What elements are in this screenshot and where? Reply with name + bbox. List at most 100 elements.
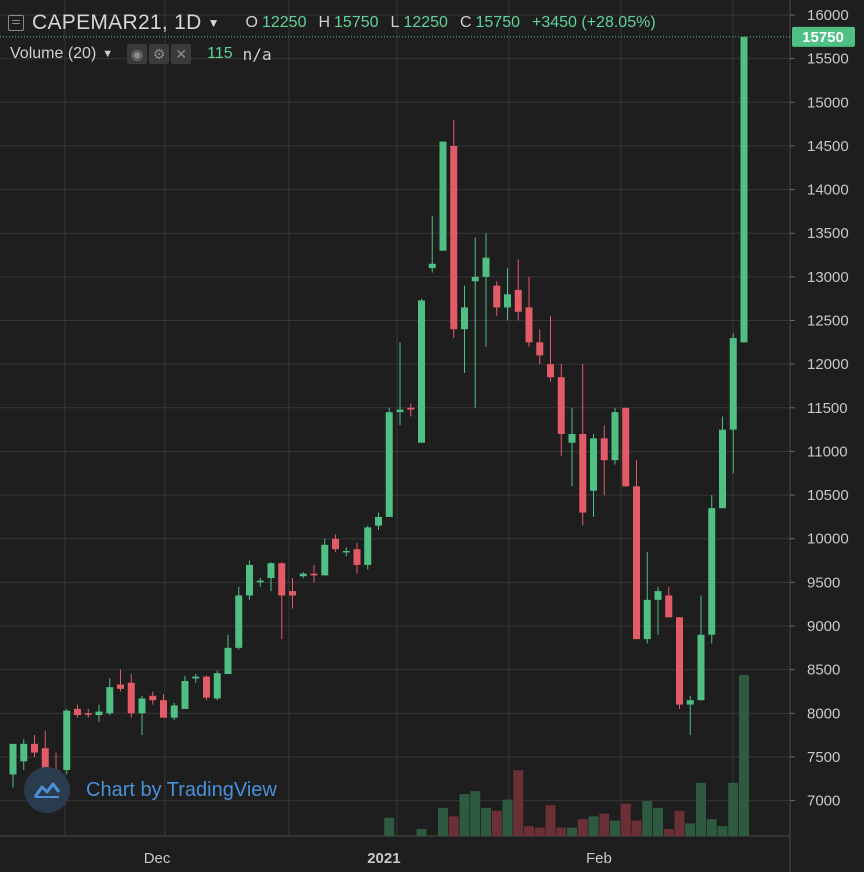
volume-bar — [696, 782, 706, 836]
volume-bar — [556, 827, 567, 836]
study-chevron-down-icon[interactable]: ▼ — [102, 48, 114, 60]
volume-bar — [491, 810, 502, 836]
symbol-title[interactable]: CAPEMAR21, 1D — [32, 11, 202, 34]
volume-bar — [502, 799, 513, 836]
candle-body — [525, 307, 533, 343]
tradingview-watermark[interactable]: Chart by TradingView — [24, 767, 277, 813]
candle-body — [342, 550, 350, 553]
candle-body — [267, 563, 275, 579]
volume-bar — [717, 826, 728, 836]
candle-body — [224, 647, 232, 675]
time-axis: Dec 2021 Feb — [144, 850, 612, 867]
price-axis: 7000 7500 8000 8500 9000 9500 10000 10500 11000 1… — [790, 7, 849, 810]
ohlc-open-value: 12250 — [261, 14, 307, 31]
y-tick-label: 11000 — [807, 443, 848, 460]
candle-body — [418, 300, 425, 443]
candle-body — [31, 743, 38, 753]
candle-body — [160, 700, 167, 718]
volume-bars — [384, 675, 749, 836]
candle-body — [213, 673, 221, 699]
candle-body — [740, 36, 748, 343]
volume-bar — [459, 794, 470, 836]
candle-body — [289, 591, 296, 596]
candle-body — [332, 538, 339, 550]
volume-bar — [524, 826, 534, 836]
volume-bar — [567, 827, 577, 836]
y-tick-label: 13000 — [807, 269, 849, 286]
y-tick-label: 14500 — [807, 138, 849, 155]
volume-bar — [631, 820, 642, 836]
volume-bar — [513, 770, 524, 836]
candle-body — [611, 412, 619, 461]
ohlc-open-key: O — [245, 14, 258, 31]
study-na: n/a — [242, 44, 272, 64]
candle-body — [450, 145, 458, 330]
y-tick-label: 9500 — [807, 574, 840, 591]
last-price-badge — [792, 26, 855, 47]
volume-bar — [416, 829, 427, 836]
candle-body — [181, 681, 189, 709]
series-menu-icon[interactable] — [8, 15, 24, 31]
y-tick-label: 12000 — [807, 356, 849, 373]
candle-body — [74, 708, 81, 716]
candle-body — [461, 307, 468, 330]
price-candles — [9, 36, 748, 788]
candle-body — [256, 580, 264, 583]
candle-body — [547, 364, 554, 378]
candle-body — [482, 257, 490, 277]
candle-body — [719, 429, 726, 509]
candle-body — [676, 617, 683, 705]
watermark-text: Chart by TradingView — [86, 778, 277, 801]
y-tick-label: 10000 — [807, 531, 849, 548]
candle-body — [41, 748, 49, 771]
candle-body — [665, 595, 673, 618]
volume-bar — [481, 808, 491, 836]
symbol-row: CAPEMAR21, 1D ▼ O 12250 H 15750 L 12250 … — [8, 11, 668, 35]
y-tick-label: 16000 — [807, 7, 849, 24]
ohlc-low-key: L — [390, 14, 400, 31]
y-tick-label: 7000 — [807, 793, 840, 810]
candle-body — [729, 337, 737, 430]
candle-body — [697, 634, 705, 701]
candle-body — [138, 698, 146, 714]
chevron-down-icon[interactable]: ▼ — [207, 16, 220, 30]
candle-body — [396, 409, 404, 413]
candle-body — [493, 285, 501, 308]
candle-body — [686, 700, 694, 705]
study-value: 115 — [207, 45, 233, 62]
candle-body — [375, 516, 382, 526]
candle-body — [568, 433, 576, 443]
eye-icon[interactable]: ◉ — [127, 44, 148, 64]
study-label[interactable]: Volume (20) — [10, 45, 97, 62]
y-tick-label: 7500 — [807, 749, 840, 766]
candle-body — [633, 486, 640, 640]
volume-bar — [448, 816, 459, 836]
volume-bar — [470, 791, 481, 836]
volume-bar — [620, 803, 631, 836]
candle-body — [622, 407, 630, 487]
y-tick-label: 14000 — [807, 182, 849, 199]
candle-body — [203, 676, 210, 698]
y-tick-label: 15000 — [807, 94, 849, 111]
x-tick-label: 2021 — [367, 850, 400, 867]
y-tick-label: 12500 — [807, 313, 849, 330]
ohlc-low-value: 12250 — [403, 14, 448, 31]
volume-bar — [642, 801, 653, 836]
candle-body — [170, 705, 178, 718]
close-icon[interactable]: ✕ — [171, 44, 192, 64]
candle-body — [192, 676, 200, 679]
volume-bar — [438, 808, 448, 836]
chart-header: CAPEMAR21, 1D ▼ O 12250 H 15750 L 12250 … — [0, 0, 790, 72]
candle-body — [536, 342, 544, 356]
volume-bar — [610, 820, 620, 836]
volume-bar — [653, 808, 663, 836]
candle-body — [127, 682, 135, 714]
volume-bar — [588, 816, 599, 836]
candle-body — [364, 527, 372, 565]
y-tick-label: 11500 — [807, 400, 848, 417]
study-row: Volume (20) ▼ ◉ ⚙ ✕ 115 n/a — [10, 44, 272, 64]
ohlc-close-key: C — [459, 14, 472, 31]
gear-icon[interactable]: ⚙ — [149, 44, 170, 64]
